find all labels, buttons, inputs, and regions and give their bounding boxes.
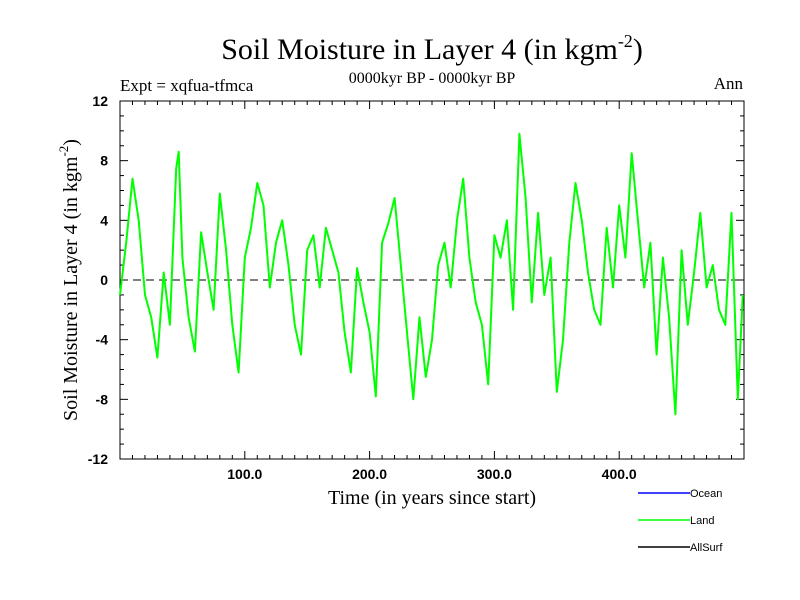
series-group bbox=[119, 132, 744, 416]
x-tick-label: 300.0 bbox=[477, 466, 512, 482]
legend-label-land: Land bbox=[690, 515, 714, 527]
x-tick-label: 100.0 bbox=[227, 466, 262, 482]
x-axis-label: Time (in years since start) bbox=[328, 487, 536, 509]
chart-subtitle: 0000kyr BP - 0000kyr BP bbox=[349, 70, 516, 87]
legend-label-allsurf: AllSurf bbox=[690, 542, 723, 554]
y-axis-label: Soil Moisture in Layer 4 (in kgm-2) bbox=[56, 139, 82, 421]
y-axis: 12 8 4 0 -4 -8 -12 bbox=[88, 93, 744, 467]
season-label: Ann bbox=[714, 74, 744, 93]
legend-label-ocean: Ocean bbox=[690, 488, 722, 500]
chart-title-superscript: -2 bbox=[618, 31, 633, 51]
x-axis: 100.0 200.0 300.0 400.0 bbox=[131, 101, 733, 482]
x-tick-label: 400.0 bbox=[602, 466, 637, 482]
y-tick-label: -12 bbox=[88, 451, 108, 467]
x-tick-label: 200.0 bbox=[352, 466, 387, 482]
y-tick-label: 8 bbox=[100, 153, 108, 169]
y-tick-label: -4 bbox=[96, 332, 109, 348]
expt-label: Expt = xqfua-tfmca bbox=[120, 76, 254, 95]
series-line-land bbox=[119, 132, 744, 416]
chart-title: Soil Moisture in Layer 4 (in kgm-2) bbox=[221, 31, 643, 66]
y-tick-label: 12 bbox=[92, 93, 108, 109]
y-axis-label-superscript: -2 bbox=[56, 146, 71, 157]
y-tick-label: 0 bbox=[100, 272, 108, 288]
y-tick-label: -8 bbox=[96, 391, 109, 407]
y-tick-label: 4 bbox=[100, 212, 108, 228]
legend: Ocean Land AllSurf bbox=[638, 488, 723, 554]
